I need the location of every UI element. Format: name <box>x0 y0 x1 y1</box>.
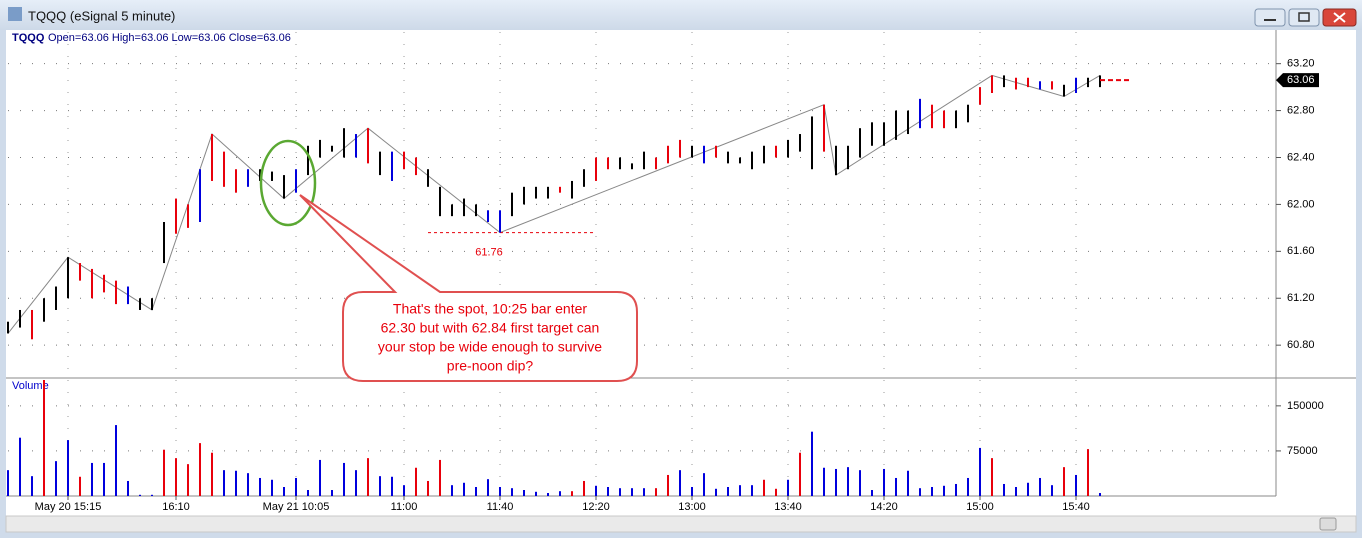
app-icon <box>8 7 22 21</box>
annotation-text: 62.30 but with 62.84 first target can <box>381 320 600 336</box>
y-tick-label: 62.80 <box>1287 104 1315 116</box>
annotation-text: pre-noon dip? <box>447 358 534 374</box>
y-tick-label: 61.20 <box>1287 292 1315 304</box>
x-tick-label: May 21 10:05 <box>263 501 330 513</box>
y-tick-label: 150000 <box>1287 400 1324 412</box>
x-tick-label: 16:10 <box>162 501 190 513</box>
x-tick-label: 15:40 <box>1062 501 1090 513</box>
y-tick-label: 75000 <box>1287 445 1318 457</box>
y-tick-label: 62.40 <box>1287 151 1315 163</box>
last-price-box <box>1276 73 1319 88</box>
scrollbar[interactable] <box>5 515 1357 533</box>
quote-label: Open=63.06 High=63.06 Low=63.06 Close=63… <box>48 32 291 44</box>
x-tick-label: 13:40 <box>774 501 802 513</box>
x-tick-label: 12:20 <box>582 501 610 513</box>
minimize-button[interactable] <box>1254 8 1286 27</box>
callout-bubble <box>299 194 638 382</box>
symbol-label: TQQQ <box>12 32 45 44</box>
support-label: 61.76 <box>475 246 503 258</box>
highlight-ellipse <box>259 139 317 227</box>
x-tick-label: 14:20 <box>870 501 898 513</box>
annotation-text: That's the spot, 10:25 bar enter <box>393 301 587 317</box>
annotation-text: your stop be wide enough to survive <box>378 339 602 355</box>
window-title: TQQQ (eSignal 5 minute) <box>28 8 175 23</box>
close-icon <box>1333 12 1346 23</box>
y-tick-label: 60.80 <box>1287 339 1315 351</box>
x-tick-label: 15:00 <box>966 501 994 513</box>
maximize-button[interactable] <box>1288 8 1320 27</box>
volume-title: Volume <box>12 380 49 392</box>
y-tick-label: 63.20 <box>1287 58 1315 70</box>
last-price-label: 63.06 <box>1287 74 1315 86</box>
y-tick-label: 61.60 <box>1287 245 1315 257</box>
title-bar <box>0 0 1362 30</box>
maximize-icon <box>1298 12 1310 22</box>
x-tick-label: 11:00 <box>391 501 418 513</box>
chart-area <box>6 30 1356 516</box>
scroll-thumb[interactable] <box>1319 517 1337 531</box>
x-tick-label: 11:40 <box>487 501 514 513</box>
x-tick-label: May 20 15:15 <box>35 501 102 513</box>
y-tick-label: 62.00 <box>1287 198 1315 210</box>
x-tick-label: 13:00 <box>678 501 706 513</box>
